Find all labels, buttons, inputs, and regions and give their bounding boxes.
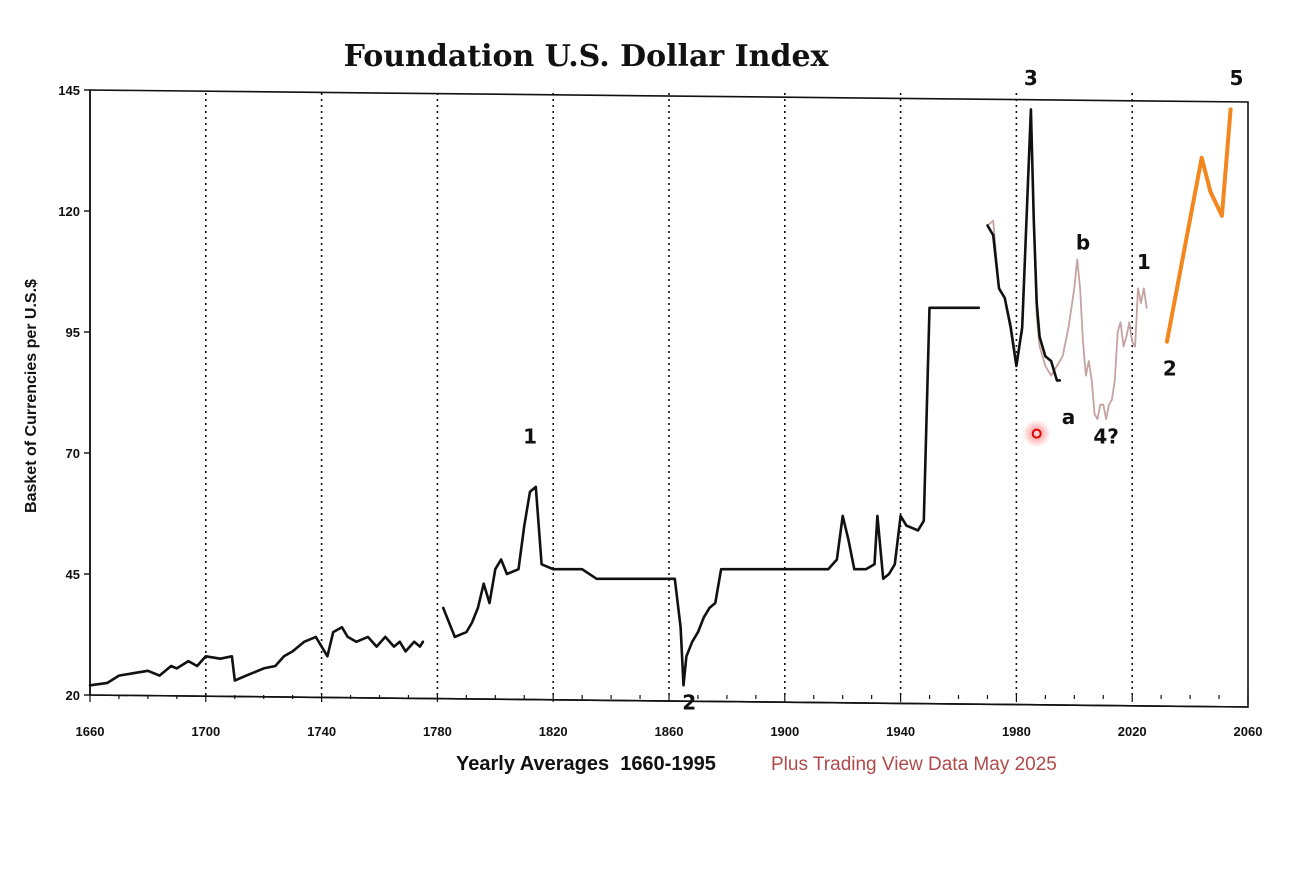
x-tick-label: 1780 [423, 724, 452, 739]
wave-label: a [1062, 405, 1076, 429]
x-tick-label: 1900 [770, 724, 799, 739]
x-tick-label: 1700 [191, 724, 220, 739]
wave-label: 4? [1093, 424, 1119, 448]
x-axis: 1660 1700 1740 1780 1820 1860 1900 1940 1980 2020… [76, 694, 1263, 739]
x-tick-label: 2020 [1118, 724, 1147, 739]
wave-label: 2 [1163, 357, 1177, 381]
chart-title: Foundation U.S. Dollar Index [344, 39, 830, 74]
wave-label: 5 [1229, 66, 1243, 90]
x-tick-label: 1740 [307, 724, 336, 739]
plot-frame [89, 89, 1249, 708]
wave-label: b [1076, 231, 1090, 255]
series-line-0 [88, 108, 1062, 687]
y-axis: 20 45 70 95 120 145 [58, 83, 91, 703]
y-tick-label: 45 [66, 567, 80, 582]
series-line-1 [986, 113, 1148, 420]
y-tick-label: 70 [66, 446, 80, 461]
y-tick-label: 120 [58, 204, 80, 219]
x-tick-label: 1940 [886, 724, 915, 739]
x-tick-label: 1660 [76, 724, 105, 739]
wave-label: 2 [682, 691, 696, 715]
y-axis-label: Basket of Currencies per U.S.$ [23, 279, 40, 513]
series-line-2 [1164, 107, 1233, 344]
x-tick-label: 1820 [539, 724, 568, 739]
wave-label: 3 [1024, 66, 1038, 90]
x-axis-label-extra: Plus Trading View Data May 2025 [771, 754, 1057, 775]
x-axis-label: Yearly Averages 1660-1995 [456, 753, 716, 775]
cursor-marker-layer [1022, 419, 1051, 448]
x-tick-label: 1980 [1002, 724, 1031, 739]
wave-labels: 1 2 3 a b 4? 1 2 5 [523, 66, 1243, 714]
vertical-gridlines [205, 93, 1133, 699]
y-tick-label: 20 [66, 688, 80, 703]
series-layer [88, 107, 1233, 687]
wave-label: 1 [523, 424, 537, 448]
cursor-dot [1031, 428, 1042, 439]
x-tick-label: 1860 [655, 724, 684, 739]
x-tick-label: 2060 [1234, 724, 1263, 739]
y-tick-label: 145 [58, 83, 80, 98]
wave-label: 1 [1137, 250, 1151, 274]
y-tick-label: 95 [66, 325, 80, 340]
